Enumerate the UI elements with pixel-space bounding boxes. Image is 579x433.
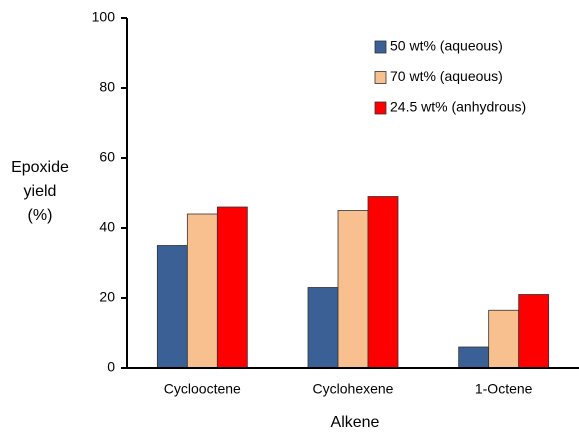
x-tick-label: 1-Octene xyxy=(475,381,533,397)
legend-swatch xyxy=(374,40,387,54)
bar xyxy=(458,346,490,369)
y-axis-label-line: Epoxide xyxy=(11,159,69,176)
legend-label: 24.5 wt% (anhydrous) xyxy=(390,99,526,115)
y-axis-label-line: yield xyxy=(24,183,57,200)
bar xyxy=(156,245,188,369)
y-tick-label: 40 xyxy=(99,219,115,235)
x-tick-label: Cyclohexene xyxy=(313,381,394,397)
y-axis-label-line: (%) xyxy=(28,207,53,224)
bar xyxy=(186,213,218,369)
y-axis-label: Epoxide yield (%) xyxy=(11,159,69,224)
bar xyxy=(518,294,550,369)
y-tick-label: 60 xyxy=(99,149,115,165)
y-tick-label: 20 xyxy=(99,289,115,305)
legend-swatch xyxy=(374,101,387,115)
x-axis-label: Alkene xyxy=(331,414,380,431)
x-tick-label: Cyclooctene xyxy=(164,381,241,397)
bar xyxy=(216,206,248,369)
bar xyxy=(367,196,399,369)
legend-label: 50 wt% (aqueous) xyxy=(390,38,503,54)
bar xyxy=(337,210,369,369)
y-tick-label: 80 xyxy=(99,79,115,95)
bar xyxy=(488,309,520,369)
bar xyxy=(307,287,339,369)
legend-swatch xyxy=(374,71,387,84)
y-tick-label: 100 xyxy=(92,9,116,25)
y-tick-label: 0 xyxy=(107,359,115,375)
legend-label: 70 wt% (aqueous) xyxy=(390,68,503,84)
